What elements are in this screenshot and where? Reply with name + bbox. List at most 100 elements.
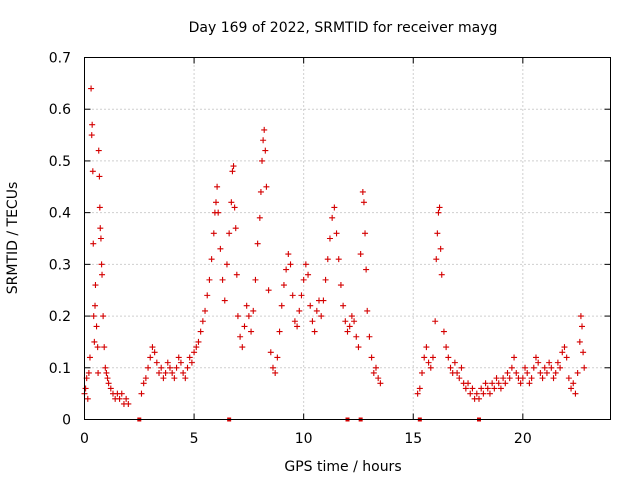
data-point xyxy=(436,204,443,211)
data-point xyxy=(182,375,189,382)
data-point xyxy=(175,354,182,361)
data-point xyxy=(504,369,511,376)
data-point xyxy=(576,338,583,345)
data-point xyxy=(329,214,336,221)
data-point xyxy=(359,188,366,195)
data-point xyxy=(326,235,333,242)
data-point xyxy=(300,276,307,283)
data-point xyxy=(102,364,109,371)
x-tick-label: 15 xyxy=(404,431,422,447)
data-point xyxy=(537,369,544,376)
data-point xyxy=(473,390,480,397)
data-point xyxy=(548,364,555,371)
y-tick-label: 0.1 xyxy=(49,361,71,377)
data-point xyxy=(265,287,272,294)
data-point xyxy=(506,375,513,382)
data-point xyxy=(451,359,458,366)
data-point xyxy=(280,282,287,289)
y-tick-label: 0.4 xyxy=(49,206,71,222)
data-point xyxy=(86,354,93,361)
data-point xyxy=(243,302,250,309)
data-point xyxy=(362,230,369,237)
data-point xyxy=(256,214,263,221)
data-point xyxy=(95,147,102,154)
data-point xyxy=(482,380,489,387)
data-point xyxy=(342,318,349,325)
data-point xyxy=(348,313,355,320)
data-point xyxy=(193,344,200,351)
data-point xyxy=(360,199,367,206)
data-point xyxy=(269,364,276,371)
data-point xyxy=(245,313,252,320)
data-point xyxy=(433,256,440,263)
data-point xyxy=(467,390,474,397)
data-point xyxy=(363,266,370,273)
data-point xyxy=(462,385,469,392)
data-point xyxy=(171,375,178,382)
data-point xyxy=(331,204,338,211)
data-point xyxy=(344,328,351,335)
data-point xyxy=(219,276,226,283)
data-point xyxy=(340,302,347,309)
chart-title: Day 169 of 2022, SRMTID for receiver may… xyxy=(189,20,498,36)
data-point xyxy=(105,380,112,387)
data-point xyxy=(250,307,257,314)
x-tick-label: 20 xyxy=(514,431,532,447)
data-point xyxy=(313,307,320,314)
data-point xyxy=(486,390,493,397)
data-point xyxy=(335,256,342,263)
data-point xyxy=(476,395,482,402)
data-point xyxy=(337,282,344,289)
data-point xyxy=(274,354,281,361)
data-point xyxy=(346,323,353,330)
x-tick-label: 10 xyxy=(295,431,313,447)
data-point xyxy=(89,121,96,128)
data-point xyxy=(93,323,100,330)
data-point xyxy=(421,354,428,361)
data-point xyxy=(454,369,461,376)
data-point xyxy=(263,183,270,190)
data-point xyxy=(440,328,447,335)
data-point xyxy=(311,328,318,335)
y-tick-label: 0.7 xyxy=(49,51,71,67)
data-point xyxy=(532,354,539,361)
y-axis-label: SRMTID / TECUs xyxy=(5,182,21,295)
data-point xyxy=(554,359,561,366)
data-point xyxy=(322,276,329,283)
data-point xyxy=(276,328,283,335)
data-point xyxy=(99,271,106,278)
data-point xyxy=(166,364,173,371)
data-point xyxy=(95,369,102,376)
data-point xyxy=(550,375,557,382)
data-point xyxy=(465,380,472,387)
data-point xyxy=(493,375,500,382)
data-point xyxy=(215,209,222,216)
data-point xyxy=(188,359,195,366)
data-point xyxy=(570,380,577,387)
data-point xyxy=(524,369,531,376)
data-point xyxy=(508,364,515,371)
data-point xyxy=(82,385,89,392)
data-point xyxy=(419,369,426,376)
data-point xyxy=(370,369,377,376)
data-point xyxy=(278,302,285,309)
x-axis-label: GPS time / hours xyxy=(284,459,401,475)
data-point xyxy=(372,364,379,371)
data-point xyxy=(572,390,579,397)
data-point xyxy=(307,302,314,309)
data-point xyxy=(318,313,325,320)
data-point xyxy=(497,385,504,392)
data-point xyxy=(228,199,235,206)
data-point xyxy=(427,364,434,371)
data-point xyxy=(88,132,95,139)
data-point xyxy=(294,323,301,330)
data-point xyxy=(357,251,364,258)
data-point xyxy=(283,266,290,273)
data-point xyxy=(90,313,97,320)
data-point xyxy=(254,240,261,247)
data-point xyxy=(197,328,204,335)
data-point xyxy=(221,297,228,304)
data-point xyxy=(445,354,452,361)
data-point xyxy=(353,333,360,340)
